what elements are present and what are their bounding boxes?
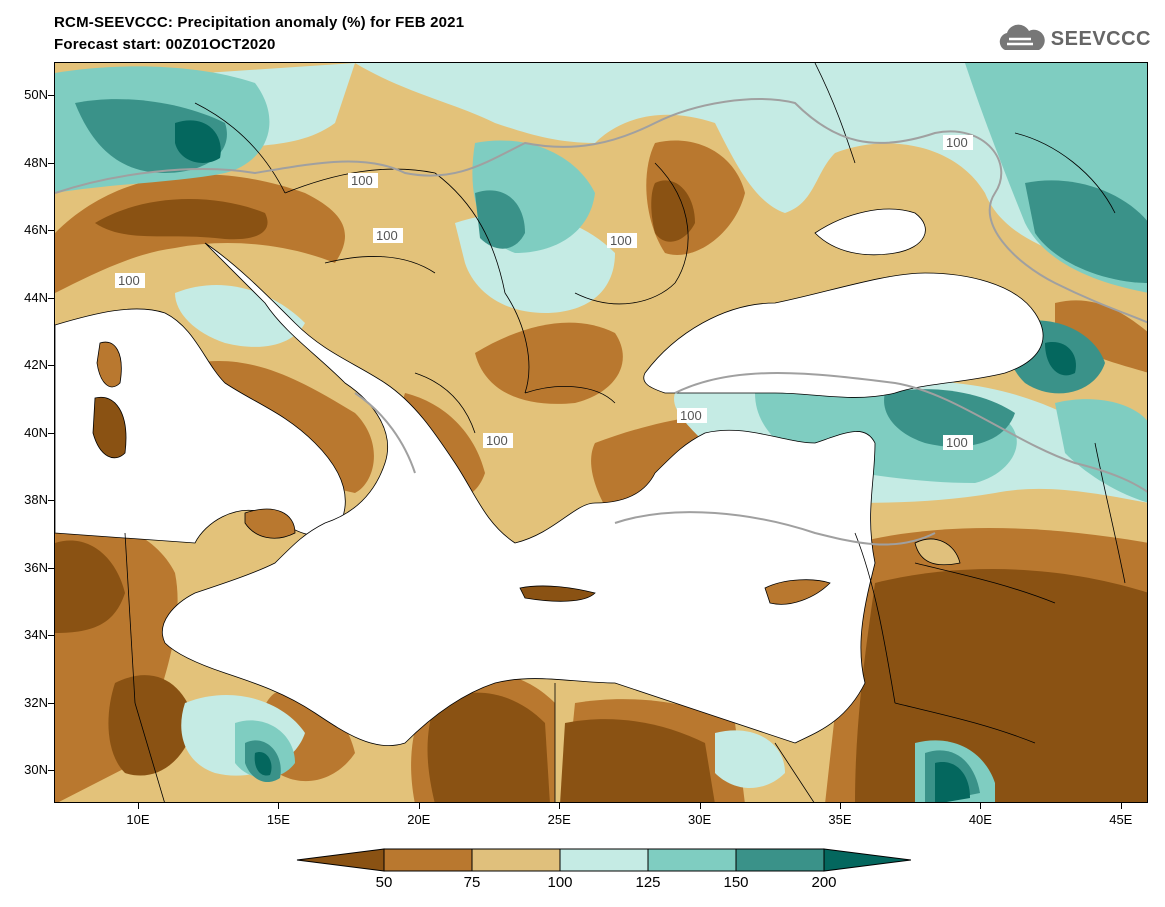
colorbar-label: 200: [811, 874, 837, 891]
latitude-label: 46N: [24, 222, 48, 237]
colorbar-segment: [383, 848, 473, 872]
map-title: RCM-SEEVCCC: Precipitation anomaly (%) f…: [54, 14, 465, 31]
colorbar-segment: [471, 848, 561, 872]
latitude-tick: [48, 567, 54, 569]
contour-label: 100: [946, 135, 968, 150]
longitude-tick: [1120, 803, 1122, 809]
longitude-label: 35E: [828, 812, 852, 827]
latitude-label: 34N: [24, 627, 48, 642]
latitude-label: 32N: [24, 694, 48, 710]
latitude-tick: [48, 297, 54, 299]
longitude-tick: [840, 803, 841, 809]
colorbar-segment: [559, 848, 649, 872]
latitude-tick: [48, 500, 54, 501]
contour-100: [55, 98, 1147, 546]
longitude-label: 10E: [126, 812, 150, 827]
latitude-tick: [48, 95, 54, 96]
anomaly-map: 100 100 100 100 100 100 100 100: [55, 63, 1147, 802]
longitude-tick: [980, 803, 982, 809]
longitude-label: 45E: [1109, 812, 1133, 827]
contour-label: 100: [351, 173, 373, 188]
map-area: 100 100 100 100 100 100 100 100: [54, 62, 1148, 803]
latitude-label: 42N: [24, 357, 48, 372]
contour-label: 100: [610, 233, 632, 248]
contour-label: 100: [376, 228, 398, 243]
latitude-label: 50N: [24, 87, 48, 102]
longitude-tick: [559, 803, 561, 809]
latitude-label: 44N: [24, 289, 48, 305]
longitude-tick: [138, 803, 139, 809]
longitude-tick: [699, 803, 701, 809]
longitude-tick: [418, 803, 420, 809]
anomaly-above-200: [175, 120, 1076, 802]
forecast-start-subtitle: Forecast start: 00Z01OCT2020: [54, 36, 276, 53]
colorbar-label: 50: [375, 874, 393, 891]
latitude-tick: [48, 162, 54, 164]
sea-areas: [55, 208, 1044, 747]
colorbar-segment: [735, 848, 825, 872]
longitude-label: 15E: [266, 812, 290, 827]
latitude-tick: [48, 432, 54, 434]
seevccc-logo: SEEVCCC: [993, 22, 1151, 56]
latitude-label: 36N: [24, 559, 48, 575]
colorbar-high-arrow: [823, 848, 911, 872]
contour-label: 100: [486, 433, 508, 448]
latitude-label: 40N: [24, 424, 48, 440]
latitude-tick: [48, 365, 54, 366]
longitude-label: 30E: [688, 812, 712, 827]
colorbar-label: 125: [635, 874, 661, 891]
contour-label: 100: [946, 435, 968, 450]
colorbar-low-arrow: [296, 848, 385, 872]
latitude-tick: [48, 635, 54, 636]
logo-text: SEEVCCC: [1050, 27, 1151, 50]
colorbar-label: 150: [723, 874, 749, 891]
contour-label: 100: [680, 408, 702, 423]
longitude-label: 25E: [547, 812, 571, 827]
latitude-label: 38N: [24, 492, 48, 507]
longitude-tick: [278, 803, 280, 809]
islands: [92, 341, 961, 605]
colorbar-label: 100: [547, 874, 573, 891]
colorbar-label: 75: [463, 874, 481, 891]
longitude-label: 40E: [968, 812, 992, 827]
latitude-tick: [48, 702, 54, 704]
colorbar: [296, 848, 911, 872]
latitude-label: 48N: [24, 154, 48, 170]
contour-labels: 100 100 100 100 100 100 100 100: [115, 135, 973, 450]
longitude-label: 20E: [407, 812, 431, 827]
latitude-tick: [48, 770, 54, 771]
colorbar-segment: [647, 848, 737, 872]
contour-label: 100: [118, 273, 140, 288]
cloud-icon: [999, 24, 1045, 50]
latitude-tick: [48, 230, 54, 231]
country-borders: [124, 63, 1126, 802]
latitude-label: 30N: [24, 762, 48, 777]
